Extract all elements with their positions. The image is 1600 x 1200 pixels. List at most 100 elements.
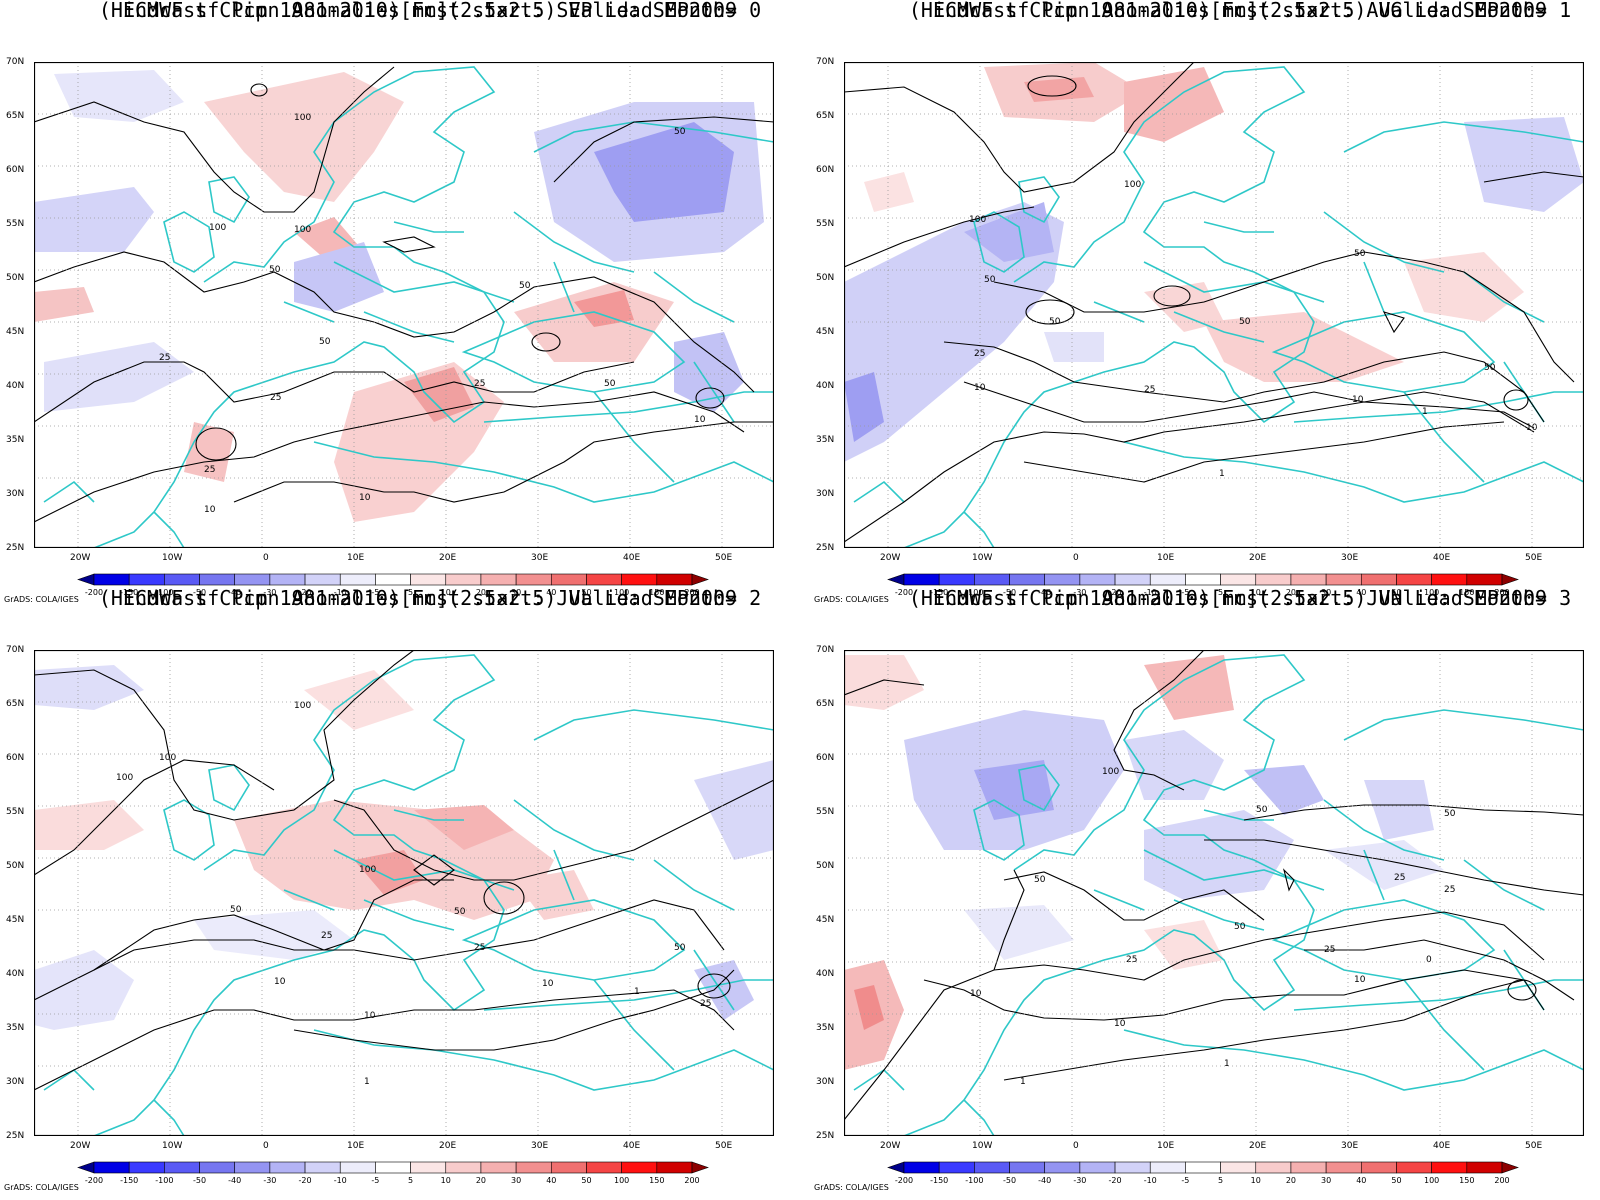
contour-label: 1 (1219, 469, 1225, 479)
contour-label: 100 (294, 701, 311, 711)
colorbar-tick-label: 40 (546, 1176, 556, 1185)
coastline-borders (853, 66, 1584, 548)
panel-subtitle: (Hindcast Clim 1981-2010) Fcst start: JU… (908, 586, 1572, 610)
lon-label: 50E (715, 553, 733, 563)
panel-title: ECMWF sf Pcpn Anomalies[mm](2.5x2.5) Val… (122, 586, 738, 610)
climatology-contours (34, 650, 774, 1091)
contour-label: 10 (274, 977, 286, 987)
colorbar-swatch (887, 1161, 905, 1174)
colorbar-tick-label: -50 (1003, 588, 1016, 597)
colorbar-swatch (887, 573, 905, 586)
contour-label: 25 (1394, 873, 1405, 883)
colorbar-tick-label: 50 (581, 1176, 591, 1185)
lon-label: 50E (1525, 553, 1543, 563)
contour-label: 100 (359, 865, 376, 875)
lat-label: 30N (6, 1077, 25, 1087)
contour-label: 1 (634, 987, 640, 997)
lon-label: 30E (531, 1141, 549, 1151)
colorbar-swatch (77, 573, 95, 586)
anomaly-fill-shading (34, 665, 774, 1030)
colorbar-tick-label: -100 (155, 588, 173, 597)
lon-label: 10E (1157, 1141, 1175, 1151)
lat-label: 45N (6, 327, 25, 337)
lat-label: 55N (6, 807, 25, 817)
lat-label: 35N (816, 1023, 835, 1033)
lat-label: 65N (816, 699, 835, 709)
colorbar-tick-label: -10 (334, 1176, 347, 1185)
contour-label: 10 (1526, 423, 1538, 433)
colorbar-swatch (445, 1161, 482, 1174)
colorbar-tick-label: 10 (441, 1176, 451, 1185)
lat-label: 70N (816, 645, 835, 655)
colorbar-tick-label: 10 (1251, 588, 1261, 597)
colorbar-tick-label: -20 (1109, 588, 1122, 597)
contour-label: 100 (1124, 180, 1141, 190)
colorbar-swatch (1009, 573, 1046, 586)
colorbar-tick-label: -100 (155, 1176, 173, 1185)
colorbar-swatch (621, 573, 658, 586)
colorbar-tick-label: 150 (1459, 1176, 1474, 1185)
contour-label: 25 (270, 393, 281, 403)
colorbar-tick-label: 100 (614, 1176, 629, 1185)
colorbar-swatch (691, 573, 709, 586)
colorbar-tick-label: -30 (1073, 588, 1086, 597)
contour-labels: 100 50 50 50 50 25 25 25 25 10 10 10 1 1… (970, 767, 1456, 1087)
lat-label: 30N (816, 489, 835, 499)
contour-label: 100 (294, 113, 311, 123)
contour-label: 50 (519, 281, 531, 291)
colorbar-swatch (269, 1161, 306, 1174)
colorbar-swatch (586, 573, 622, 586)
colorbar-swatch (410, 573, 447, 586)
contour-label: 50 (319, 337, 331, 347)
contour-label: 100 (159, 753, 176, 763)
lat-label: 65N (6, 699, 25, 709)
colorbar-tick-label: -10 (334, 588, 347, 597)
contour-label: 50 (604, 379, 616, 389)
lon-label: 20W (70, 553, 91, 563)
colorbar-tick-label: 20 (476, 588, 486, 597)
lon-label: 50E (715, 1141, 733, 1151)
anomaly-map: 100 100 100 50 50 50 50 50 25 25 25 25 1… (34, 62, 774, 548)
panel-subtitle: (Hindcast Clim 1981-2010) Fcst start: AU… (908, 0, 1572, 22)
colorbar-tick-label: 200 (1494, 1176, 1509, 1185)
colorbar-swatch (938, 573, 975, 586)
lat-label: 50N (816, 861, 835, 871)
panel-title: ECMWF sf Pcpn Anomalies[mm](2.5x2.5) Val… (932, 0, 1548, 22)
colorbar-swatch (304, 1161, 341, 1174)
contour-label: 1 (1020, 1077, 1026, 1087)
lat-label: 55N (816, 219, 835, 229)
colorbar: -200 -150 -100 -50 -40 -30 -20 -10 -5 5 10 20 30 40 50… (77, 1161, 709, 1185)
anomaly-map: 100 50 50 50 50 25 25 25 25 10 10 10 1 1… (844, 650, 1584, 1136)
contour-label: 100 (116, 773, 133, 783)
colorbar-swatch (410, 1161, 447, 1174)
colorbar-tick-label: 200 (684, 588, 699, 597)
colorbar-swatch (1501, 1161, 1519, 1174)
colorbar-tick-label: -100 (965, 588, 983, 597)
colorbar-swatch (1431, 573, 1468, 586)
colorbar-tick-label: 20 (1286, 588, 1296, 597)
colorbar-tick-label: 5 (1218, 588, 1223, 597)
lon-label: 10W (972, 1141, 993, 1151)
colorbar-tick-label: 10 (1251, 1176, 1261, 1185)
lat-label: 45N (816, 915, 835, 925)
map-panel-lead-0: ECMWF sf Pcpn Anomalies[mm](2.5x2.5) Val… (0, 0, 790, 604)
lon-label: 30E (1341, 553, 1359, 563)
colorbar-tick-label: -10 (1144, 1176, 1157, 1185)
lon-label: 10W (972, 553, 993, 563)
coastline-borders (853, 654, 1584, 1136)
colorbar-swatch (128, 1161, 165, 1174)
colorbar-tick-label: 20 (476, 1176, 486, 1185)
contour-label: 1 (364, 1077, 370, 1087)
colorbar-tick-label: -150 (120, 588, 138, 597)
contour-label: 1 (1224, 1059, 1230, 1069)
colorbar-tick-label: -40 (228, 588, 241, 597)
contour-label: 100 (969, 215, 986, 225)
colorbar-swatch (1044, 573, 1081, 586)
colorbar-tick-label: 50 (581, 588, 591, 597)
colorbar-footer: GrADS: COLA/IGES -200 -150 -100 -50 -40 -30 -2… (810, 1160, 1600, 1192)
contour-label: 10 (204, 505, 216, 515)
contour-label: 25 (204, 465, 215, 475)
coastline-borders (43, 654, 774, 1136)
lat-label: 25N (816, 1131, 835, 1141)
colorbar-swatch (974, 573, 1010, 586)
